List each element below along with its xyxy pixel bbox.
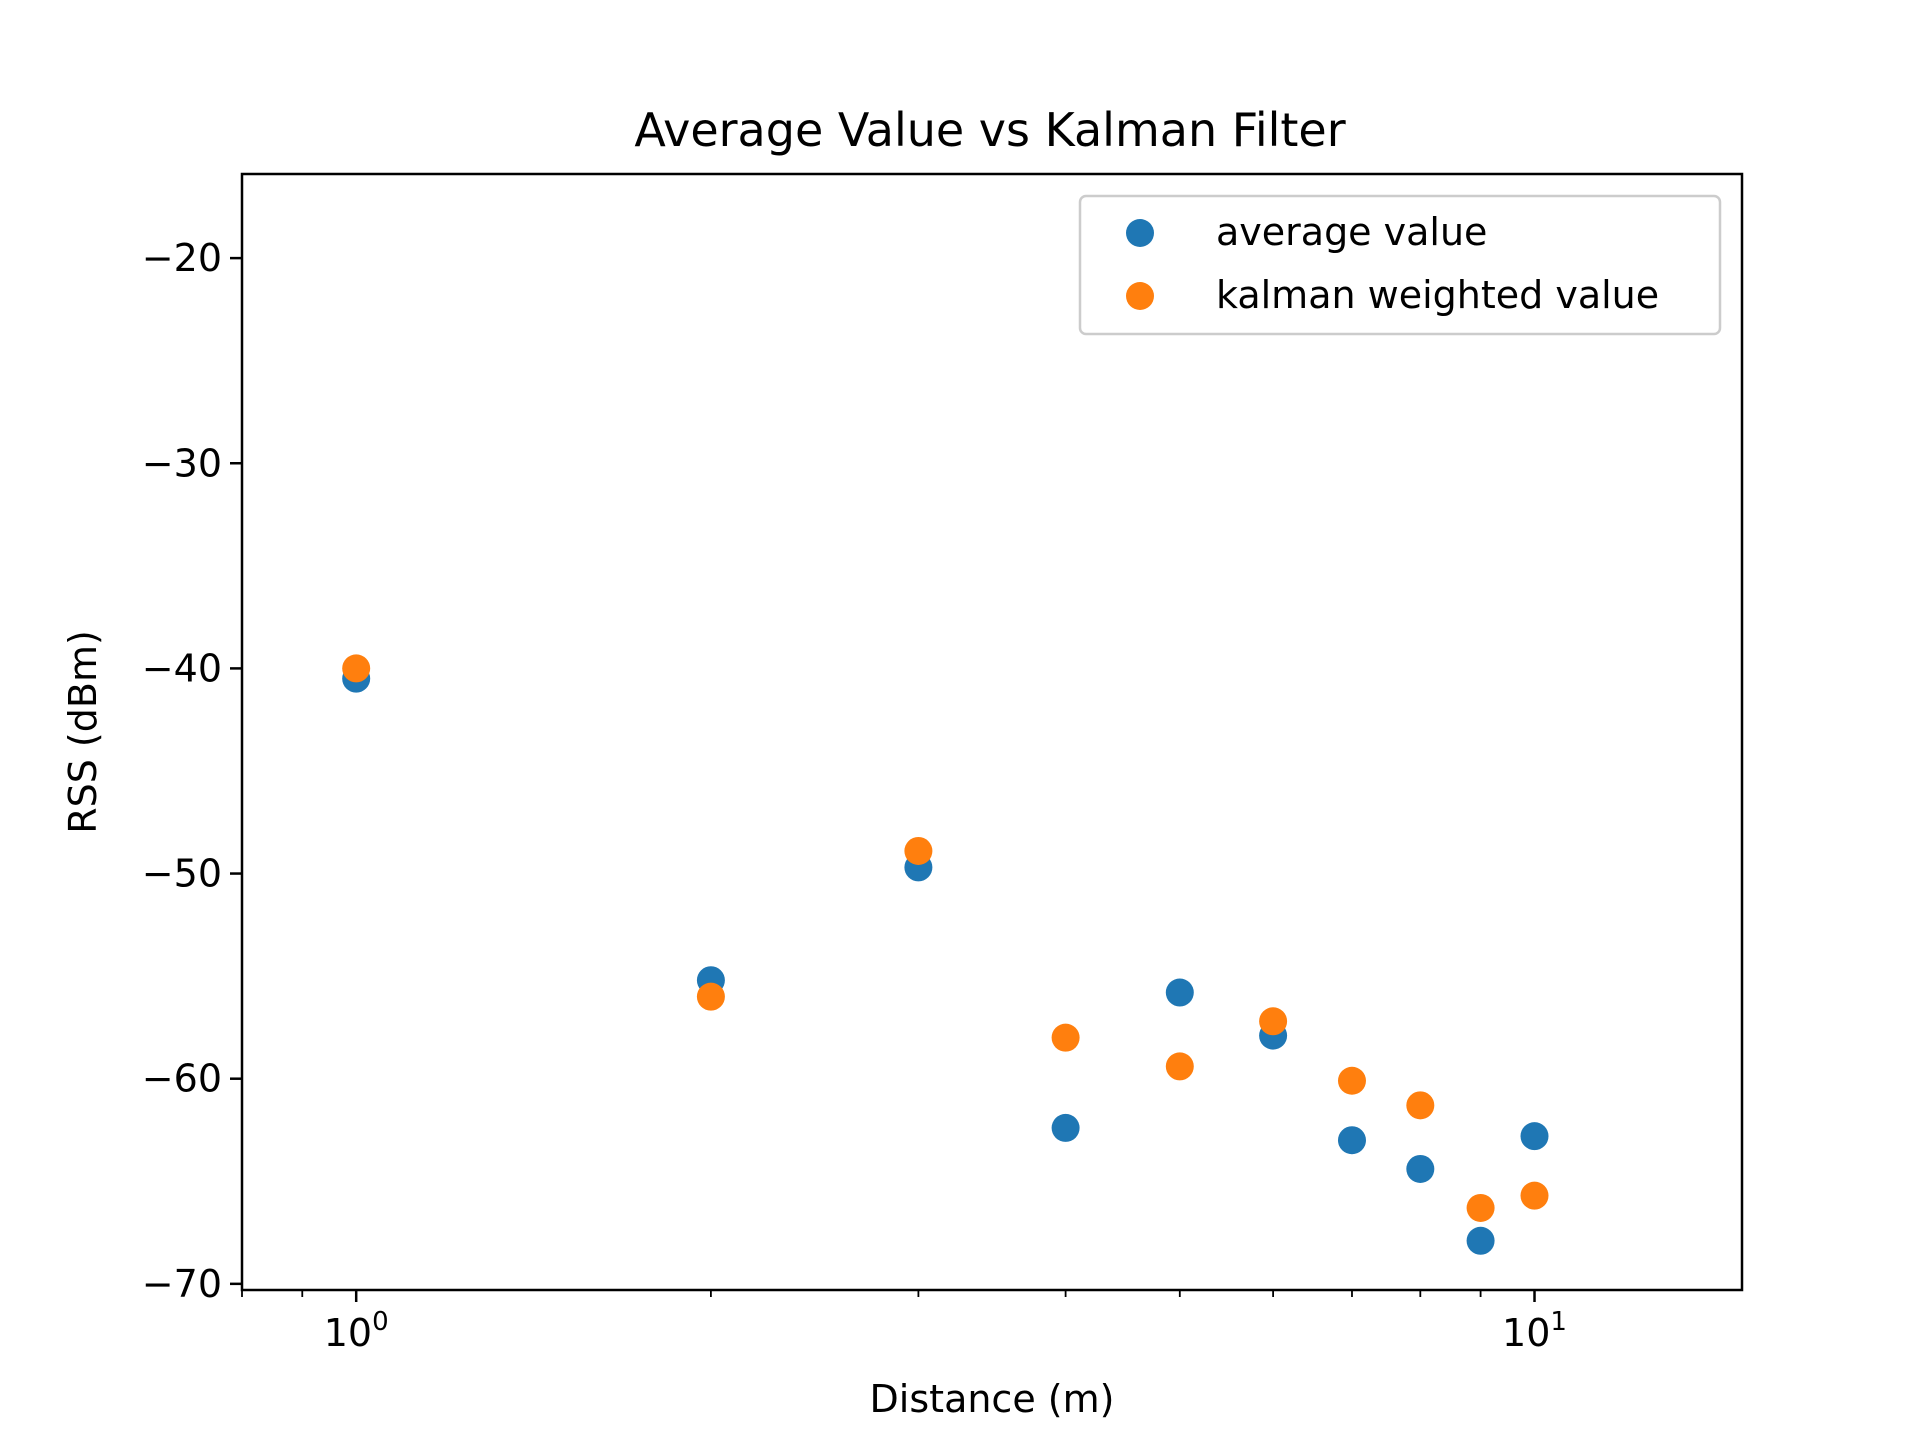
point-average-value [1051, 1113, 1080, 1142]
legend-marker-average-value [1126, 219, 1154, 247]
legend-box [1078, 194, 1722, 336]
y-tick-label: −20 [142, 236, 222, 280]
y-tick-label: −40 [142, 646, 222, 690]
x-tick-label: 100 [324, 1307, 389, 1355]
point-average-value [1337, 1126, 1366, 1155]
plot-area-frame [240, 172, 1744, 1292]
point-kalman-weighted-value [1337, 1066, 1366, 1095]
y-tick-label: −30 [142, 441, 222, 485]
point-kalman-weighted-value [696, 982, 725, 1011]
data-points [342, 654, 1549, 1255]
x-tick-label: 101 [1502, 1307, 1567, 1355]
y-axis-label: RSS (dBm) [61, 630, 105, 834]
point-kalman-weighted-value [1165, 1052, 1194, 1081]
point-kalman-weighted-value [1259, 1007, 1288, 1036]
point-average-value [1406, 1154, 1435, 1183]
legend-label-kalman-weighted-value: kalman weighted value [1216, 273, 1659, 317]
y-tick-label: −50 [142, 852, 222, 896]
chart-title: Average Value vs Kalman Filter [634, 103, 1345, 157]
legend-marker-kalman-weighted-value [1126, 282, 1154, 310]
point-kalman-weighted-value [342, 654, 371, 683]
point-average-value [1165, 978, 1194, 1007]
point-kalman-weighted-value [1520, 1181, 1549, 1210]
point-kalman-weighted-value [1406, 1091, 1435, 1120]
x-axis-label: Distance (m) [870, 1377, 1115, 1421]
point-average-value [1520, 1122, 1549, 1151]
point-kalman-weighted-value [904, 836, 933, 865]
point-kalman-weighted-value [1051, 1023, 1080, 1052]
y-tick-label: −60 [142, 1057, 222, 1101]
point-kalman-weighted-value [1466, 1193, 1495, 1222]
y-tick-label: −70 [142, 1262, 222, 1306]
point-average-value [1466, 1226, 1495, 1255]
legend-label-average-value: average value [1216, 210, 1487, 254]
axis-ticks: −20 −30 −40 −50 −60 −70 100 101 [142, 236, 1567, 1355]
legend: average value kalman weighted value [1078, 194, 1722, 336]
